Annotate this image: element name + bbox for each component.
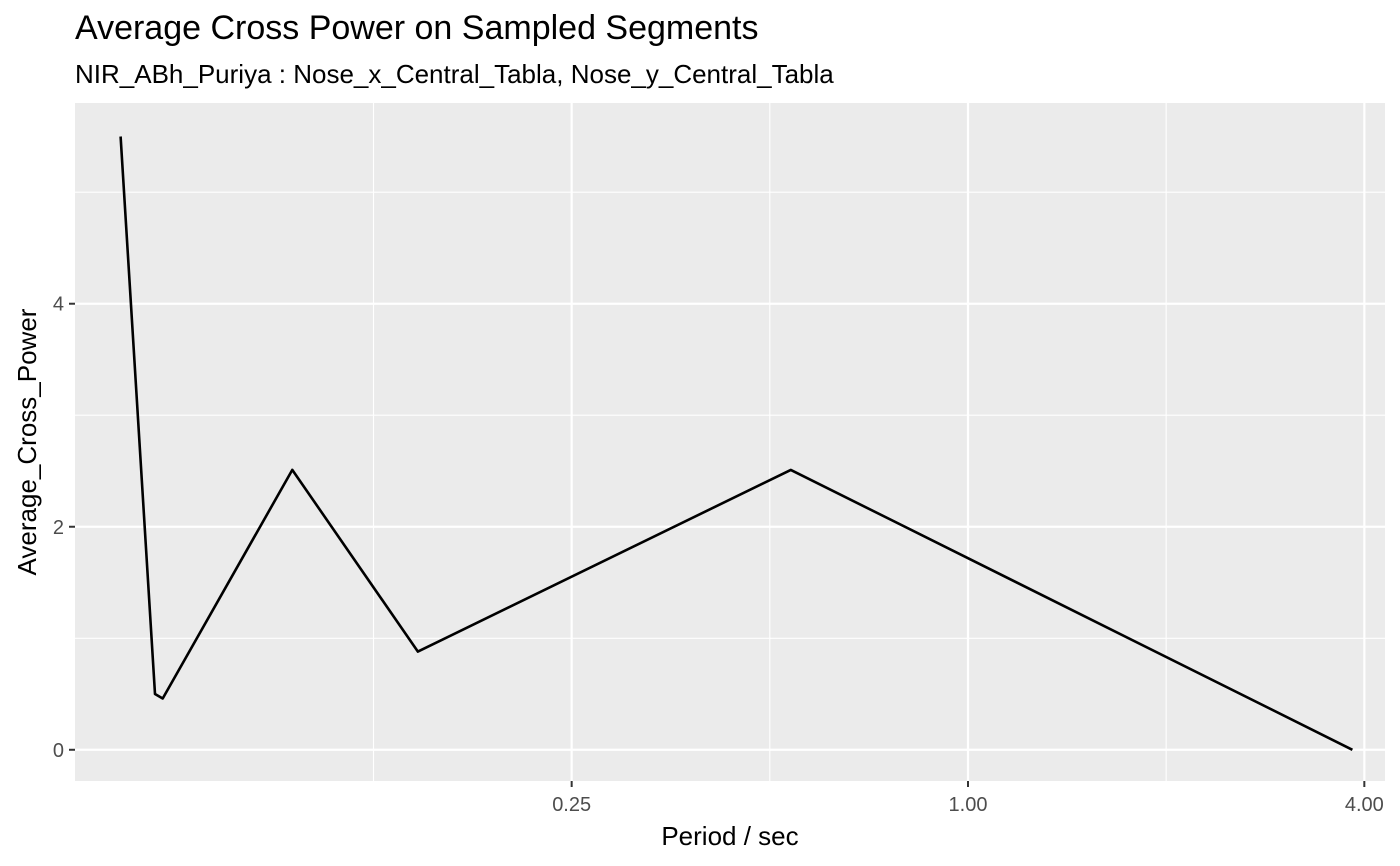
- x-tick-label: 0.25: [552, 794, 591, 816]
- y-axis-title: Average_Cross_Power: [12, 308, 42, 575]
- minor-grid: [75, 103, 1385, 781]
- major-grid: [75, 103, 1385, 781]
- plot-panel: [75, 103, 1385, 781]
- chart-title: Average Cross Power on Sampled Segments: [75, 9, 759, 47]
- series-line: [119, 136, 1353, 751]
- x-axis-title: Period / sec: [661, 821, 798, 851]
- tick-labels: 0.25 1.00 4.00 0 2 4: [53, 294, 1384, 816]
- series-layer: [119, 136, 1353, 751]
- y-tick-label: 0: [53, 740, 64, 762]
- y-tick-label: 2: [53, 517, 64, 539]
- x-tick-label: 1.00: [949, 794, 988, 816]
- axis-ticks: [69, 302, 1366, 787]
- x-tick-label: 4.00: [1345, 794, 1384, 816]
- y-tick-label: 4: [53, 294, 64, 316]
- chart-subtitle: NIR_ABh_Puriya : Nose_x_Central_Tabla, N…: [75, 59, 834, 89]
